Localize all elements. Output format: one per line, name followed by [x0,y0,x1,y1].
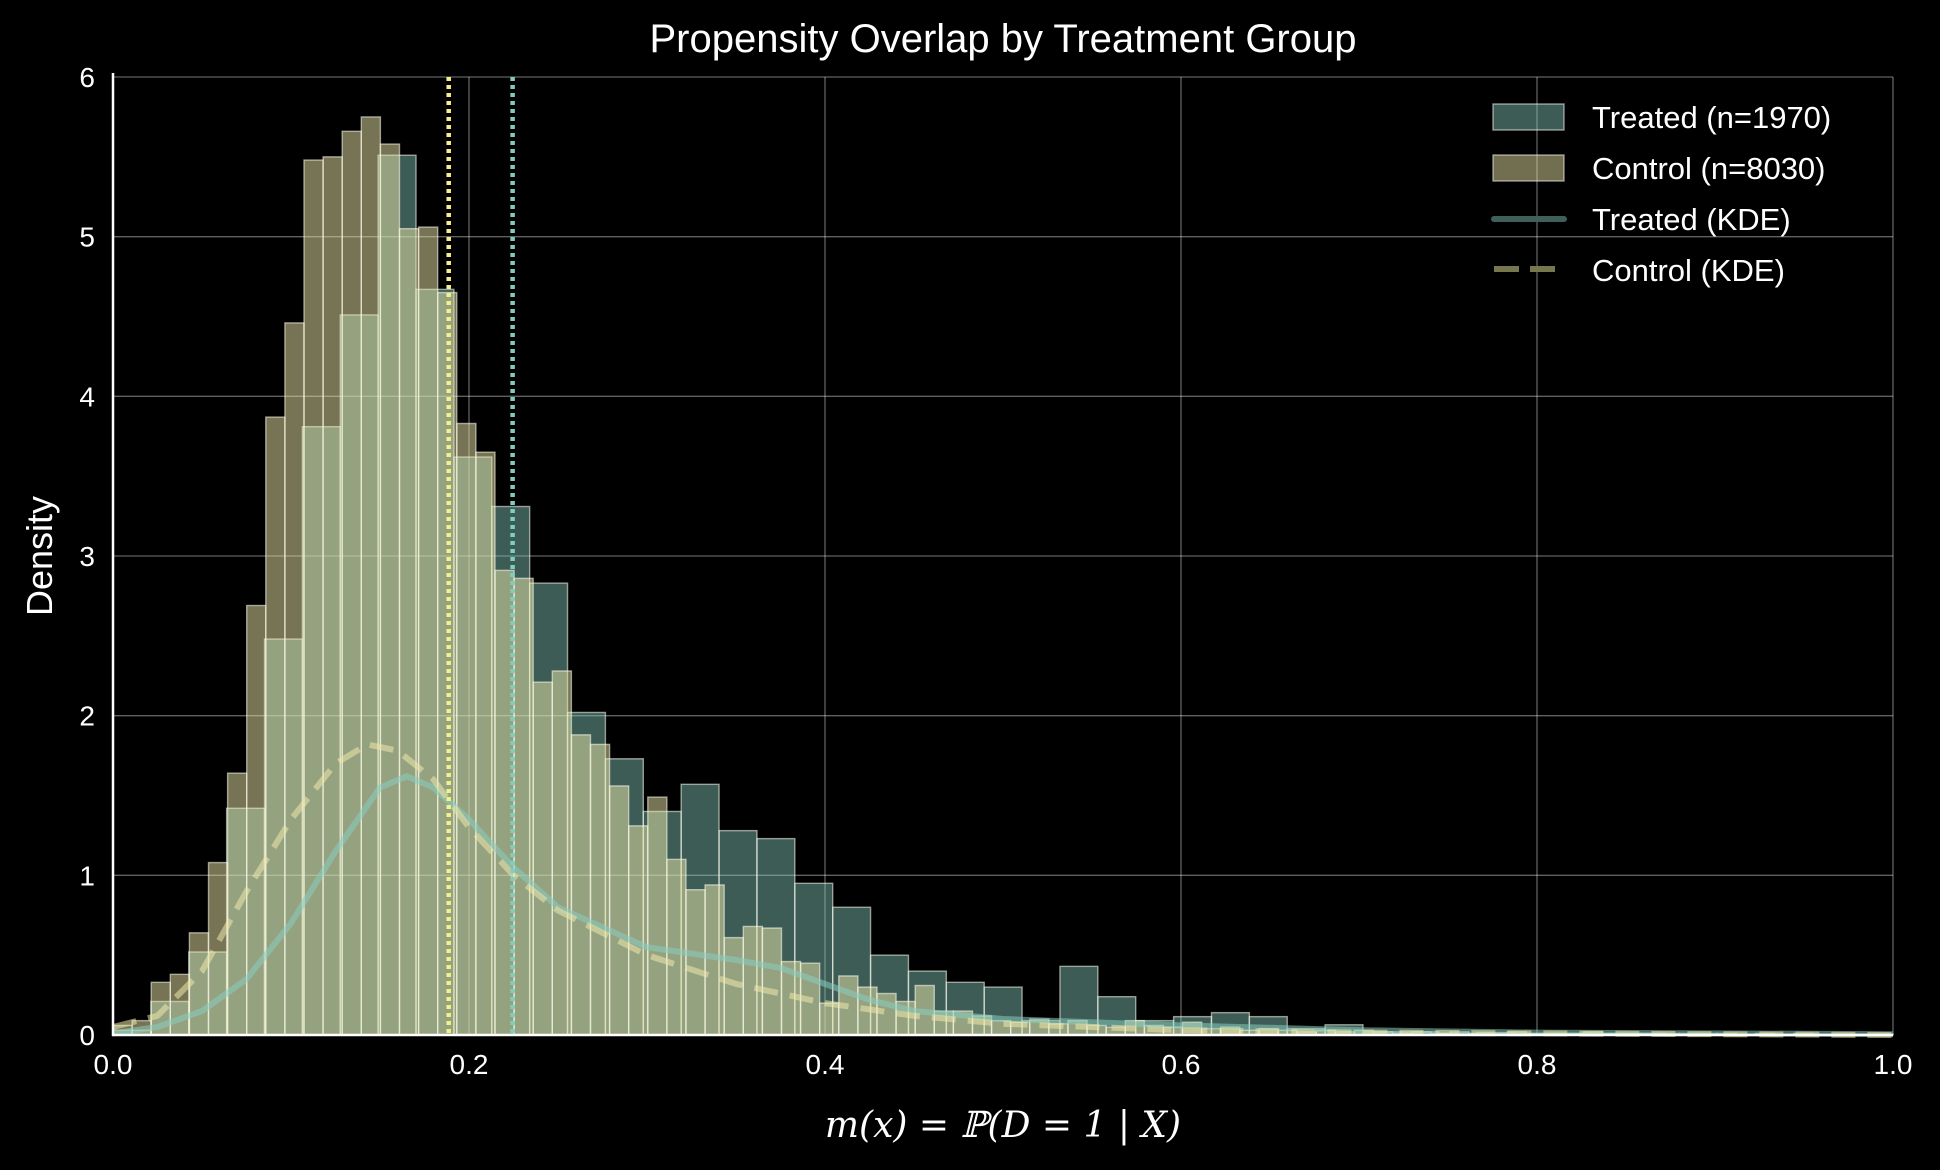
x-tick-label: 1.0 [1874,1049,1913,1080]
legend-label-control-kde: Control (KDE) [1592,253,1785,288]
y-tick-label: 3 [79,541,95,572]
legend-label-treated: Treated (n=1970) [1592,100,1831,135]
legend-item-treated-kde: Treated (KDE) [1491,202,1791,237]
control-bar [303,159,324,1036]
treated-swatch [1492,103,1565,131]
control-bar [513,577,534,1036]
legend-item-treated: Treated (n=1970) [1492,100,1831,135]
tick-labels: 0.0 0.2 0.4 0.6 0.8 1.0 0 1 2 3 4 5 6 [79,62,1912,1080]
y-tick-label: 6 [79,62,95,93]
control-bar [532,681,553,1036]
control-bar [589,743,611,1036]
x-axis-label: m(x) = ℙ(D = 1 | X) [825,1105,1181,1146]
x-tick-label: 0.0 [94,1049,133,1080]
chart-title: Propensity Overlap by Treatment Group [650,17,1357,61]
control-bar [627,825,649,1036]
x-tick-label: 0.4 [806,1049,845,1080]
x-tick-label: 0.6 [1162,1049,1201,1080]
axes [111,73,1893,1037]
control-bar [608,785,630,1036]
legend: Treated (n=1970) Control (n=8030) Treate… [1491,100,1831,288]
control-bar [475,451,496,1036]
x-tick-label: 0.8 [1518,1049,1557,1080]
control-bar [398,227,420,1036]
control-swatch [1492,154,1565,182]
control-kde-line [112,741,1894,1038]
legend-label-treated-kde: Treated (KDE) [1592,202,1791,237]
control-bar [456,422,477,1036]
control-bar [341,130,362,1036]
y-tick-label: 5 [79,222,95,253]
control-bar [818,1002,840,1036]
control-bar [647,796,668,1036]
control-bar [360,116,382,1036]
y-tick-label: 2 [79,701,95,732]
y-tick-label: 4 [79,381,95,412]
x-tick-label: 0.2 [450,1049,489,1080]
legend-item-control: Control (n=8030) [1492,151,1826,186]
y-axis-label: Density [19,496,60,616]
control-bar [551,670,573,1036]
legend-label-control: Control (n=8030) [1592,151,1826,186]
control-bar [207,861,229,1036]
y-tick-label: 1 [79,860,95,891]
y-tick-label: 0 [79,1020,95,1051]
control-bar [685,889,706,1036]
control-bar [379,143,401,1036]
kde-lines [112,741,1894,1038]
control-bar [417,226,439,1036]
control-bar [666,858,687,1036]
legend-item-control-kde: Control (KDE) [1494,253,1785,288]
control-bar [570,734,592,1036]
treated-kde-line [112,773,1894,1038]
control-bar [322,156,343,1036]
control-bar [761,927,783,1036]
control-bar [742,925,764,1036]
